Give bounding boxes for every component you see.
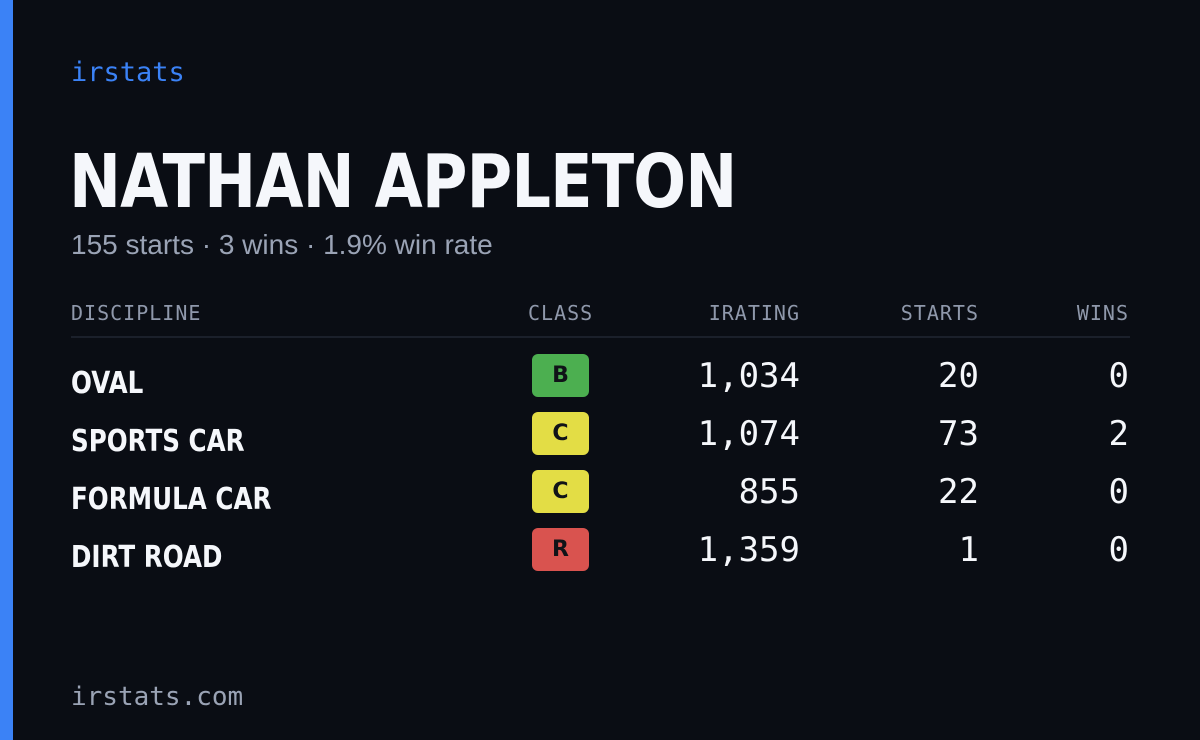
table-row: OVAL B 1,034 20 0 (71, 354, 1130, 412)
header-irating: IRATING (708, 301, 800, 325)
row-irating: 1,074 (697, 414, 800, 454)
row-discipline: FORMULA CAR (71, 482, 272, 517)
row-irating: 1,034 (697, 356, 800, 396)
accent-bar (0, 0, 13, 740)
driver-summary: 155 starts · 3 wins · 1.9% win rate (71, 229, 493, 260)
header-class: CLASS (528, 301, 594, 325)
header-discipline: DISCIPLINE (71, 301, 202, 325)
row-wins: 0 (1108, 472, 1129, 512)
driver-name: NATHAN APPLETON (69, 139, 737, 225)
row-wins: 0 (1108, 356, 1129, 396)
table-row: FORMULA CAR C 855 22 0 (71, 470, 1130, 528)
row-irating: 1,359 (697, 530, 800, 570)
row-irating: 855 (738, 472, 800, 512)
class-badge: C (532, 412, 589, 455)
row-wins: 2 (1108, 414, 1129, 454)
class-badge: C (532, 470, 589, 513)
class-badge: R (532, 528, 589, 571)
row-discipline: DIRT ROAD (71, 540, 223, 575)
row-starts: 22 (938, 472, 979, 512)
table-row: SPORTS CAR C 1,074 73 2 (71, 412, 1130, 470)
row-wins: 0 (1108, 530, 1129, 570)
stats-table: DISCIPLINE CLASS IRATING STARTS WINS OVA… (71, 296, 1130, 586)
brand-logo[interactable]: irstats (71, 57, 185, 88)
row-starts: 1 (958, 530, 979, 570)
class-badge: B (532, 354, 589, 397)
row-starts: 20 (938, 356, 979, 396)
row-discipline: SPORTS CAR (71, 424, 245, 459)
table-row: DIRT ROAD R 1,359 1 0 (71, 528, 1130, 586)
row-discipline: OVAL (71, 366, 144, 401)
footer-site-url[interactable]: irstats.com (71, 682, 244, 712)
header-starts: STARTS (900, 301, 979, 325)
row-starts: 73 (938, 414, 979, 454)
header-wins: WINS (1076, 301, 1129, 325)
table-header: DISCIPLINE CLASS IRATING STARTS WINS (71, 296, 1130, 338)
